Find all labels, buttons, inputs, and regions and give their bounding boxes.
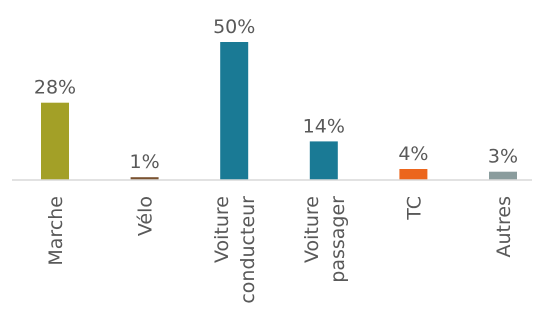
category-label-autres: Autres — [493, 196, 515, 257]
category-label-line: conducteur — [237, 196, 259, 304]
category-label-voiture-conducteur: Voiture conducteur — [211, 196, 259, 304]
category-labels-layer: Marche Vélo Voiture conducteur Voiture passag… — [45, 196, 515, 304]
bar-tc — [399, 169, 428, 180]
bar-autres — [489, 171, 517, 180]
category-label-line: Autres — [493, 196, 515, 257]
value-label-marche: 28% — [34, 77, 76, 99]
category-label-line: Voiture — [211, 196, 233, 263]
value-label-velo: 1% — [130, 151, 160, 173]
value-label-voiture-conducteur: 50% — [213, 16, 255, 38]
bar-voiture-passager — [309, 141, 338, 180]
bar-voiture-conducteur — [220, 42, 249, 180]
category-label-tc: TC — [403, 196, 425, 221]
category-label-velo: Vélo — [135, 196, 157, 236]
category-label-voiture-passager: Voiture passager — [301, 196, 349, 283]
value-label-tc: 4% — [398, 143, 428, 165]
value-label-autres: 3% — [488, 146, 518, 168]
category-label-line: Marche — [45, 196, 67, 266]
category-label-line: Voiture — [301, 196, 323, 263]
bars-layer — [41, 42, 517, 180]
bar-velo — [130, 177, 159, 180]
category-label-line: passager — [327, 196, 349, 283]
category-label-line: TC — [403, 196, 425, 221]
value-label-voiture-passager: 14% — [303, 115, 345, 137]
category-label-line: Vélo — [135, 196, 157, 236]
bar-marche — [41, 102, 69, 180]
value-labels-layer: 28% 1% 50% 14% 4% 3% — [34, 16, 518, 173]
category-label-marche: Marche — [45, 196, 67, 266]
